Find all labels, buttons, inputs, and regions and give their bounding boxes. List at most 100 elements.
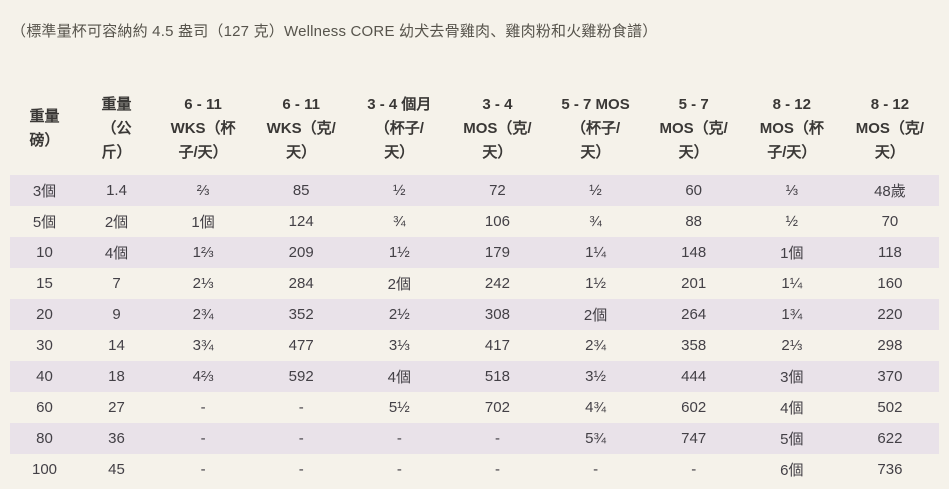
table-cell: 70 xyxy=(881,213,899,230)
table-cell: ¾ xyxy=(393,213,406,230)
table-cell: - xyxy=(200,461,206,478)
table-cell: 60 xyxy=(644,175,743,206)
table-cell: 80 xyxy=(10,423,79,454)
table-cell: 2⅓ xyxy=(781,337,803,354)
feeding-guide-table: 重量 磅） 重量 （公 斤） 6 - 11 WKS（杯 子/天） 6 - 11 WKS… xyxy=(10,85,939,485)
table-cell: 5¾ xyxy=(546,423,645,454)
table-cell: 10 xyxy=(10,237,79,268)
table-cell: 72 xyxy=(448,175,547,206)
table-cell: - xyxy=(396,461,402,478)
table-cell: 264 xyxy=(644,299,743,330)
table-cell: 1¼ xyxy=(781,275,803,292)
column-header: 重量 磅） xyxy=(29,108,60,149)
table-cell: 6個 xyxy=(780,462,804,479)
column-header: 3 - 4 個月 （杯子/ 天） xyxy=(367,96,432,161)
table-header: 重量 磅） 重量 （公 斤） 6 - 11 WKS（杯 子/天） 6 - 11 WKS… xyxy=(10,85,939,175)
table-cell: 100 xyxy=(31,461,58,478)
table-cell: 36 xyxy=(79,423,154,454)
table-cell: 3個 xyxy=(10,175,79,206)
table-cell: 160 xyxy=(877,275,903,292)
table-cell: 2個 xyxy=(387,276,411,293)
page-title: （標準量杯可容納約 4.5 盎司（127 克）Wellness CORE 幼犬去… xyxy=(11,23,658,40)
table-cell: - xyxy=(154,423,253,454)
table-cell: 1½ xyxy=(350,237,449,268)
table-cell: 736 xyxy=(877,461,903,478)
table-cell: 20 xyxy=(10,299,79,330)
table-cell: 27 xyxy=(108,399,125,416)
table-cell: - xyxy=(593,461,599,478)
table-cell: 201 xyxy=(681,275,707,292)
table-cell: - xyxy=(298,399,304,416)
table-cell: 60 xyxy=(36,399,53,416)
column-header: 5 - 7 MOS （杯子/ 天） xyxy=(561,96,630,161)
table-row: 15 7 2⅓ 284 2個 242 1½ 201 1¼ 160 xyxy=(10,268,939,299)
table-cell: 242 xyxy=(484,275,510,292)
table-row: 60 27 - - 5½ 702 4¾ 602 4個 502 xyxy=(10,392,939,423)
table-cell: 602 xyxy=(681,399,707,416)
table-cell: 2¾ xyxy=(585,337,606,354)
table-cell: 284 xyxy=(288,275,314,292)
table-cell: 417 xyxy=(484,337,510,354)
table-cell: - xyxy=(298,461,304,478)
table-cell: 1個 xyxy=(191,214,215,231)
table-cell: ½ xyxy=(785,213,799,230)
table-cell: 3個 xyxy=(742,361,841,392)
table-cell: 14 xyxy=(108,337,125,354)
table-cell: 502 xyxy=(877,399,903,416)
column-header: 8 - 12 MOS（杯 子/天） xyxy=(759,96,824,161)
table-cell: 3½ xyxy=(546,361,645,392)
table-cell: 5個 xyxy=(742,423,841,454)
table-cell: ⅔ xyxy=(154,175,253,206)
table-cell: 444 xyxy=(644,361,743,392)
table-cell: 1¾ xyxy=(742,299,841,330)
table-cell: 9 xyxy=(79,299,154,330)
table-cell: - xyxy=(350,423,449,454)
table-cell: 179 xyxy=(448,237,547,268)
table-cell: 18 xyxy=(79,361,154,392)
table-body: 3個 1.4 ⅔ 85 ½ 72 ½ 60 ⅓ 48歲 5個 2個 1個 124 ¾ 106 ¾ 88 ½ 70 10 4… xyxy=(10,175,939,485)
table-cell: - xyxy=(448,423,547,454)
table-cell: 4個 xyxy=(350,361,449,392)
column-header: 3 - 4 MOS（克/ 天） xyxy=(463,96,532,161)
table-cell: - xyxy=(691,461,697,478)
table-cell: ¾ xyxy=(589,213,602,230)
table-cell: 622 xyxy=(840,423,939,454)
table-cell: 88 xyxy=(685,213,703,230)
table-cell: 15 xyxy=(36,275,53,292)
table-cell: 4個 xyxy=(79,237,154,268)
table-cell: - xyxy=(200,399,206,416)
table-cell: 358 xyxy=(681,337,707,354)
table-cell: 40 xyxy=(10,361,79,392)
table-row: 40 18 4⅔ 592 4個 518 3½ 444 3個 370 xyxy=(10,361,939,392)
table-cell: 592 xyxy=(252,361,351,392)
table-cell: 2個 xyxy=(546,299,645,330)
table-cell: 747 xyxy=(644,423,743,454)
table-cell: 3¾ xyxy=(192,337,214,354)
table-cell: 352 xyxy=(252,299,351,330)
table-cell: 5½ xyxy=(388,399,410,416)
table-cell: 477 xyxy=(288,337,314,354)
table-cell: 2個 xyxy=(104,214,129,231)
table-row: 3個 1.4 ⅔ 85 ½ 72 ½ 60 ⅓ 48歲 xyxy=(10,175,939,206)
table-row: 20 9 2¾ 352 2½ 308 2個 264 1¾ 220 xyxy=(10,299,939,330)
table-cell: ½ xyxy=(546,175,645,206)
table-cell: 1¼ xyxy=(546,237,645,268)
table-cell: 148 xyxy=(644,237,743,268)
table-cell: ⅓ xyxy=(742,175,841,206)
table-cell: 308 xyxy=(448,299,547,330)
table-cell: 85 xyxy=(252,175,351,206)
column-header: 重量 （公 斤） xyxy=(101,96,132,161)
table-row: 5個 2個 1個 124 ¾ 106 ¾ 88 ½ 70 xyxy=(10,206,939,237)
table-cell: 4⅔ xyxy=(154,361,253,392)
table-cell: 106 xyxy=(484,213,510,230)
table-cell: 2½ xyxy=(350,299,449,330)
table-row: 10 4個 1⅔ 209 1½ 179 1¼ 148 1個 118 xyxy=(10,237,939,268)
table-cell: 3⅓ xyxy=(388,337,410,354)
table-cell: 1½ xyxy=(585,275,606,292)
table-cell: 702 xyxy=(484,399,510,416)
table-cell: 1.4 xyxy=(79,175,154,206)
column-header: 5 - 7 MOS（克/ 天） xyxy=(659,96,728,161)
table-cell: ½ xyxy=(350,175,449,206)
table-cell: 4¾ xyxy=(585,399,606,416)
table-cell: 7 xyxy=(112,275,121,292)
